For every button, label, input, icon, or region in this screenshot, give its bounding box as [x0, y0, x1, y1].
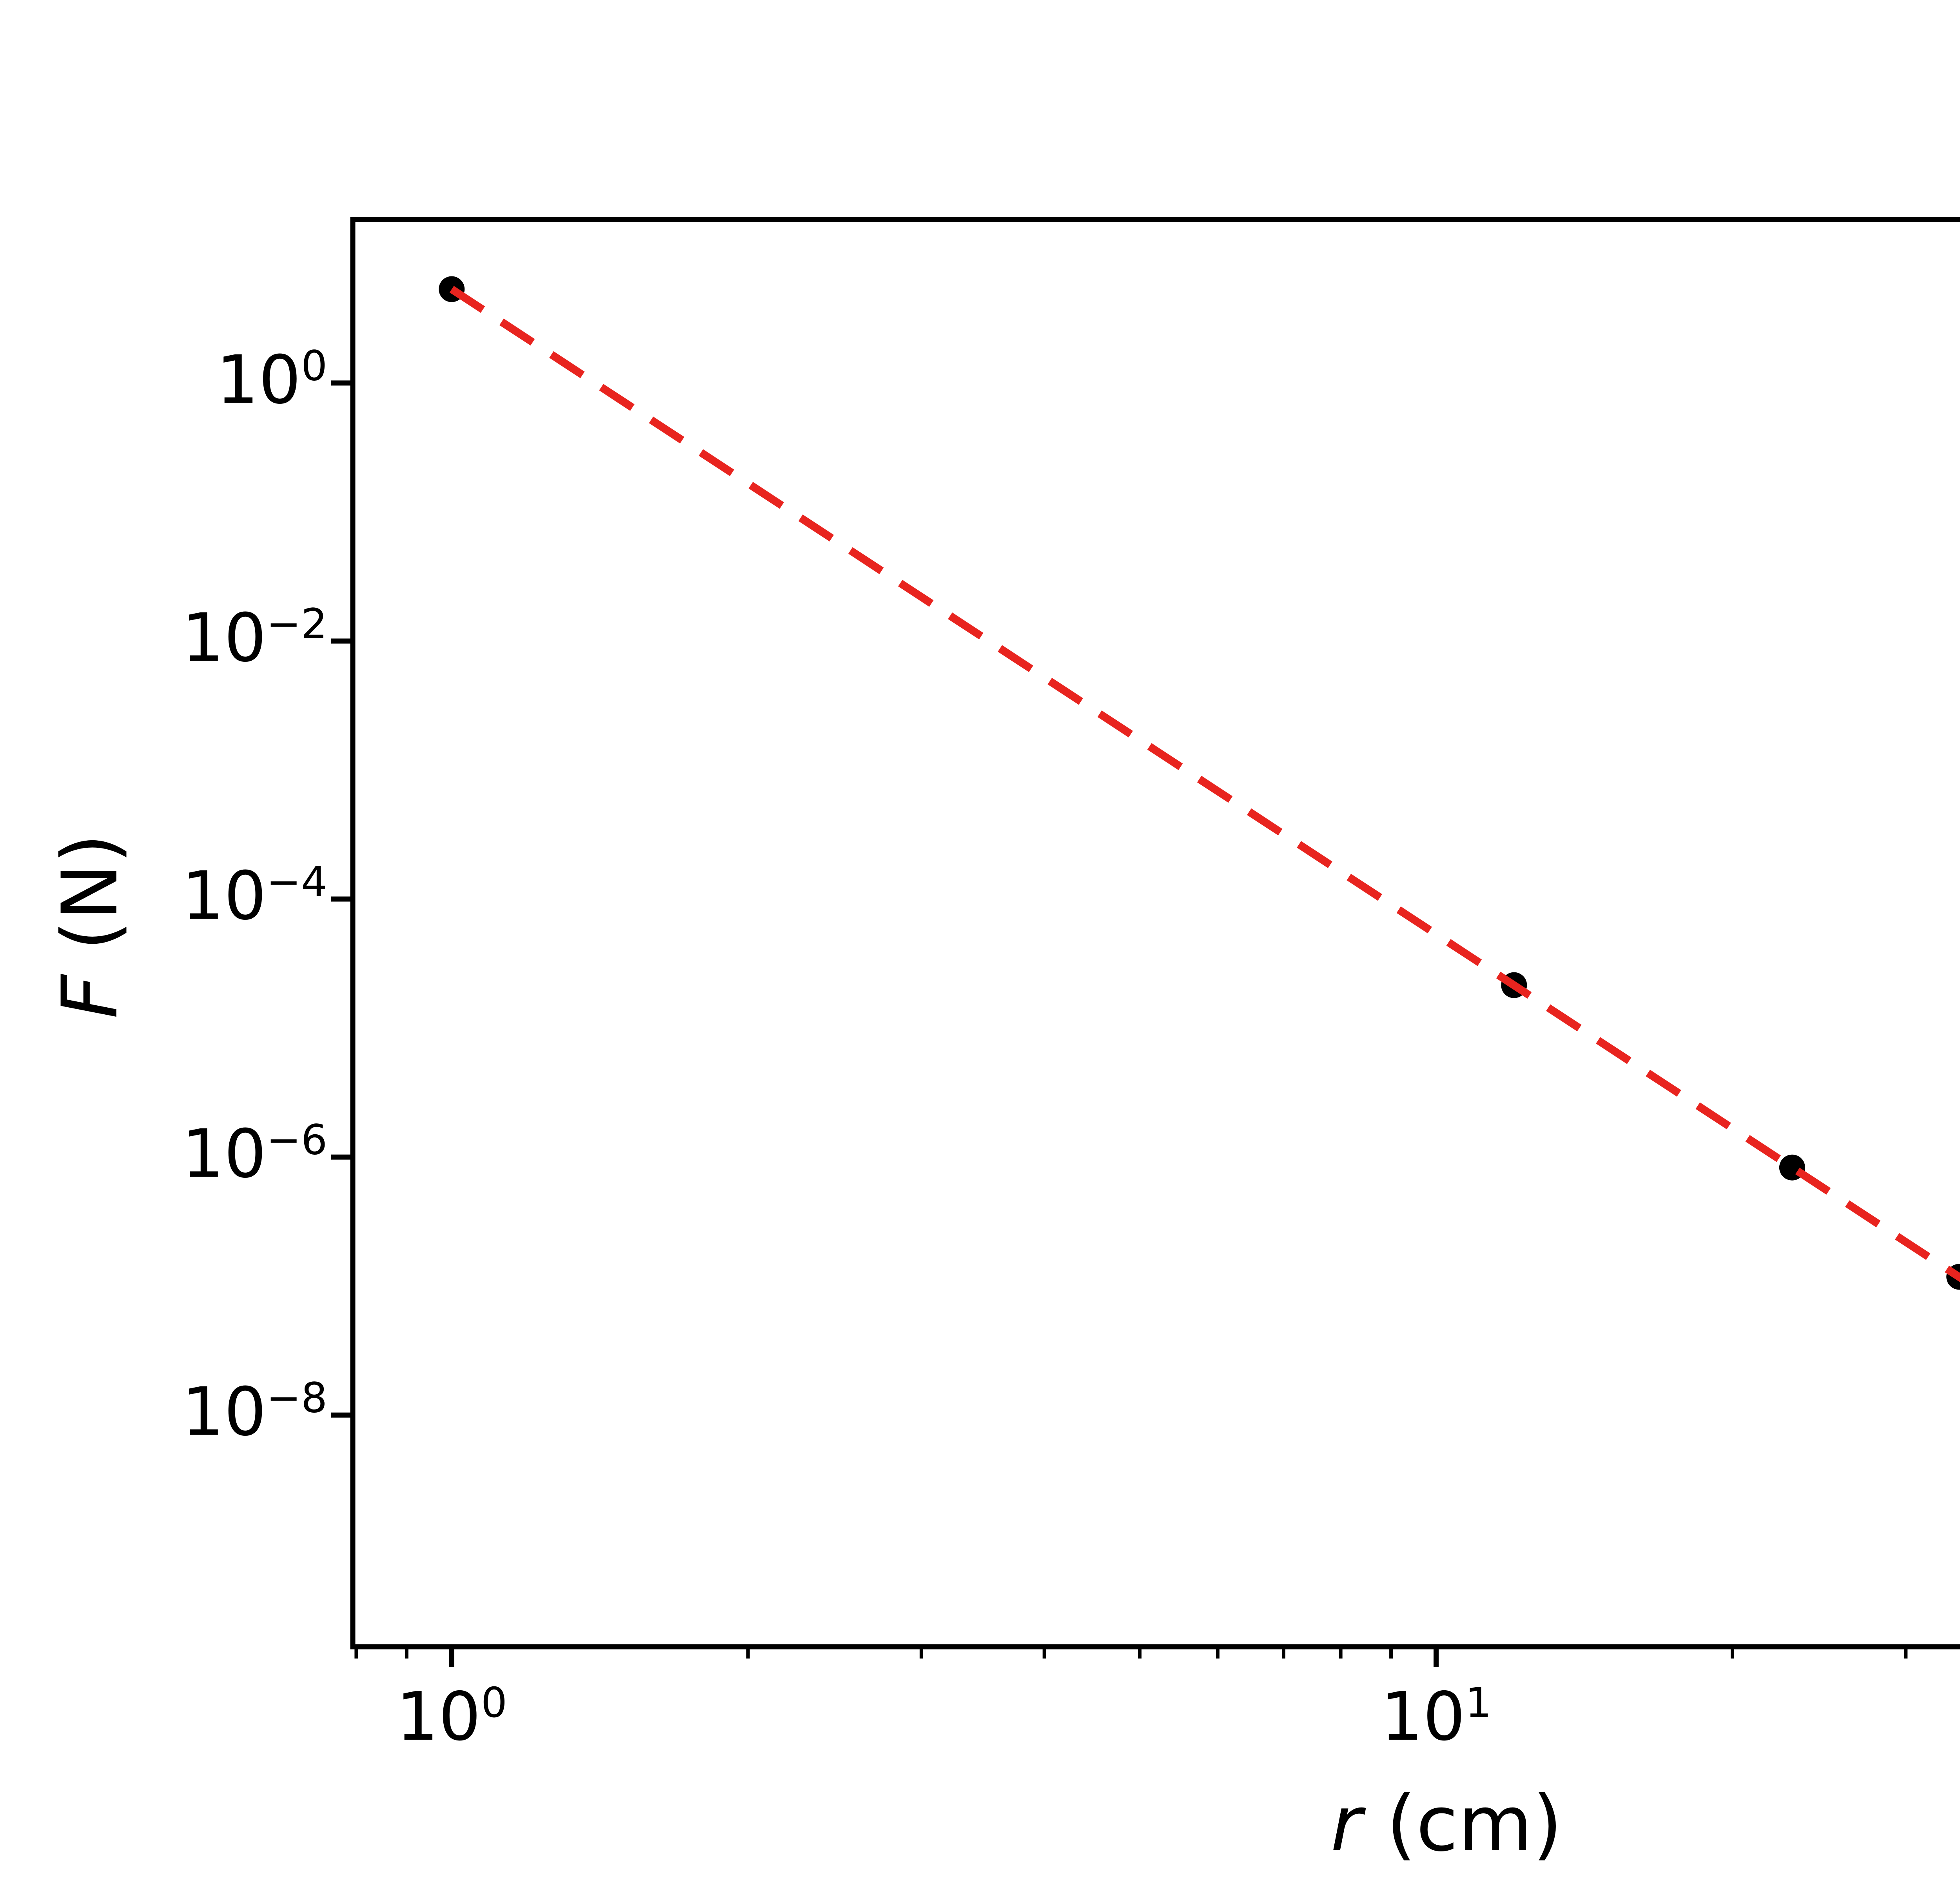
x-axis-var: r — [1330, 1779, 1362, 1868]
y-tick-label: 10−6 — [181, 1115, 327, 1193]
y-axis-var: F — [45, 975, 134, 1019]
axis-ticks — [331, 380, 1908, 1667]
y-axis-unit: (N) — [45, 834, 134, 975]
y-axis-label: F (N) — [45, 691, 134, 1161]
x-tick-label: 100 — [396, 1678, 507, 1756]
fit-line-dashed — [449, 286, 1960, 1283]
data-points — [439, 276, 1960, 1290]
x-tick-label: 101 — [1380, 1678, 1492, 1756]
axes-frame — [350, 217, 1960, 1649]
x-axis-label: r (cm) — [1211, 1782, 1682, 1866]
y-tick-label: 10−2 — [181, 599, 327, 677]
y-tick-label: 10−4 — [181, 857, 327, 935]
fit-line — [449, 286, 1960, 1283]
y-tick-label: 100 — [216, 341, 327, 419]
y-tick-label: 10−8 — [181, 1373, 327, 1451]
x-axis-unit: (cm) — [1362, 1779, 1563, 1868]
